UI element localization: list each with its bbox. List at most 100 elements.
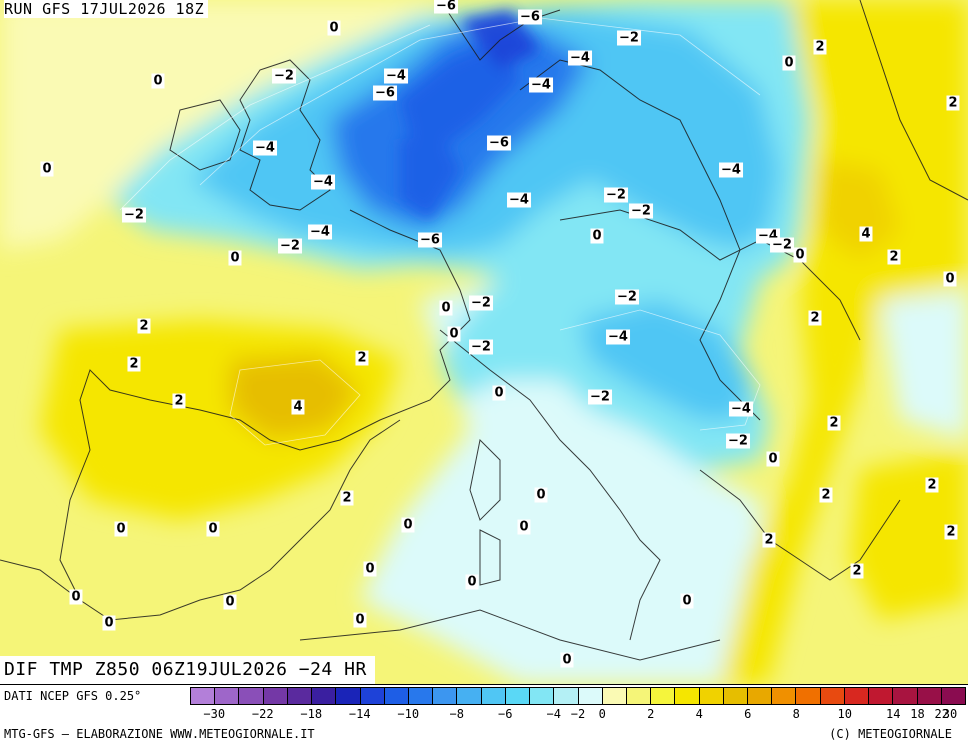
isotherm-label: −4 (529, 77, 553, 93)
isotherm-label: 2 (827, 415, 841, 431)
legend-tick: −8 (449, 707, 464, 721)
isotherm-label: 0 (439, 300, 453, 316)
isotherm-label: 0 (69, 589, 83, 605)
field-zone-plus4-iberia (230, 355, 360, 440)
legend-tick: 30 (942, 707, 958, 721)
isotherm-label: 0 (151, 73, 165, 89)
isotherm-label: 4 (291, 399, 305, 415)
isotherm-label: 0 (943, 271, 957, 287)
legend-tick: 22 (934, 707, 949, 721)
isotherm-label: 0 (766, 451, 780, 467)
isotherm-label: 0 (680, 593, 694, 609)
legend-swatch (408, 688, 434, 704)
isotherm-label: 2 (944, 524, 958, 540)
isotherm-label: −6 (518, 9, 542, 25)
isotherm-label: −2 (604, 187, 628, 203)
isotherm-label: 0 (782, 55, 796, 71)
legend-swatch (312, 688, 337, 704)
isotherm-label: 2 (127, 356, 141, 372)
legend-tick-labels: −30 −22 −18 −14 −10 −8 −6 −4 −2 0 2 4 6 8 10 14 18 22 30 (190, 707, 966, 723)
legend-tick: 2 (647, 707, 655, 721)
isotherm-label: 2 (340, 490, 354, 506)
isotherm-label: −2 (588, 389, 612, 405)
isotherm-label: 0 (223, 594, 237, 610)
isotherm-label: 0 (447, 326, 461, 342)
isotherm-label: −2 (770, 237, 794, 253)
legend-swatch (796, 688, 821, 704)
isotherm-label: 0 (517, 519, 531, 535)
isotherm-label: −6 (418, 232, 442, 248)
legend-swatch (893, 688, 918, 704)
isotherm-label: 0 (465, 574, 479, 590)
map-panel[interactable]: RUN GFS 17JUL2026 18Z 0 −6 −6 −2 2 0 −4 −2 −4 0 −6… (0, 0, 968, 685)
field-zone-plus2-east (720, 0, 968, 684)
field-zone-plus2-greece (850, 450, 968, 620)
legend-swatch (287, 688, 313, 704)
legend-swatch (554, 688, 579, 704)
isotherm-label: 0 (40, 161, 54, 177)
isotherm-label: −4 (253, 140, 277, 156)
legend-swatch (602, 688, 627, 704)
isotherms (119, 17, 761, 446)
isotherm-label: 0 (793, 247, 807, 263)
legend-swatch (336, 688, 361, 704)
isotherm-label: 0 (590, 228, 604, 244)
isotherm-label: 2 (137, 318, 151, 334)
isotherm-label: −2 (629, 203, 653, 219)
legend-swatch (820, 688, 845, 704)
legend-tick: −4 (546, 707, 561, 721)
isotherm-label: 0 (492, 385, 506, 401)
isotherm-label: −4 (507, 192, 531, 208)
isotherm-label: 4 (859, 226, 873, 242)
isotherm-label: −2 (272, 68, 296, 84)
legend-tick: −10 (397, 707, 420, 721)
legend-swatch (505, 688, 531, 704)
legend-swatch (263, 688, 288, 704)
isotherm-label: 2 (887, 249, 901, 265)
legend-tick: 6 (744, 707, 752, 721)
legend-swatch (723, 688, 749, 704)
legend-swatch (844, 688, 870, 704)
isotherm-label: 0 (401, 517, 415, 533)
legend-tick: −30 (203, 707, 226, 721)
isotherm-label: −2 (122, 207, 146, 223)
isotherm-label: −4 (606, 329, 630, 345)
legend-swatch (457, 688, 482, 704)
legend-swatch (360, 688, 385, 704)
isotherm-label: −2 (615, 289, 639, 305)
isotherm-label: 2 (355, 350, 369, 366)
legend-swatch (481, 688, 506, 704)
field-title: DIF TMP Z850 06Z19JUL2026 −24 HR (0, 656, 375, 684)
coastlines (0, 0, 968, 661)
isotherm-label: 2 (762, 532, 776, 548)
footer: DATI NCEP GFS 0.25° −30 −22 −18 −14 −10 −8 −6−… (0, 685, 968, 745)
field-zone-plus4-east (820, 160, 900, 260)
field-zone-pale-east (880, 290, 968, 440)
legend-swatch (433, 688, 458, 704)
isotherm-label: −2 (469, 339, 493, 355)
legend-swatch (941, 688, 965, 704)
isotherm-label: 2 (946, 95, 960, 111)
isotherm-label: −2 (469, 295, 493, 311)
isotherm-label: −4 (311, 174, 335, 190)
isotherm-label: −2 (617, 30, 641, 46)
temperature-field-map (0, 0, 968, 684)
color-legend (190, 687, 966, 705)
legend-swatch (384, 688, 409, 704)
data-source: DATI NCEP GFS 0.25° (4, 689, 142, 703)
legend-swatch (239, 688, 264, 704)
legend-tick: −18 (300, 707, 323, 721)
isotherm-label: 0 (206, 521, 220, 537)
isotherm-label: 0 (114, 521, 128, 537)
isotherm-label: −6 (373, 85, 397, 101)
isotherm-label: 2 (808, 310, 822, 326)
isotherm-label: 0 (228, 250, 242, 266)
isotherm-label: −4 (308, 224, 332, 240)
isotherm-label: −4 (568, 50, 592, 66)
legend-swatch (626, 688, 652, 704)
credit-text: MTG-GFS — ELABORAZIONE WWW.METEOGIORNALE… (4, 727, 315, 741)
legend-swatch (191, 688, 216, 704)
legend-tick: −22 (251, 707, 274, 721)
legend-swatch (699, 688, 724, 704)
legend-swatch (578, 688, 603, 704)
